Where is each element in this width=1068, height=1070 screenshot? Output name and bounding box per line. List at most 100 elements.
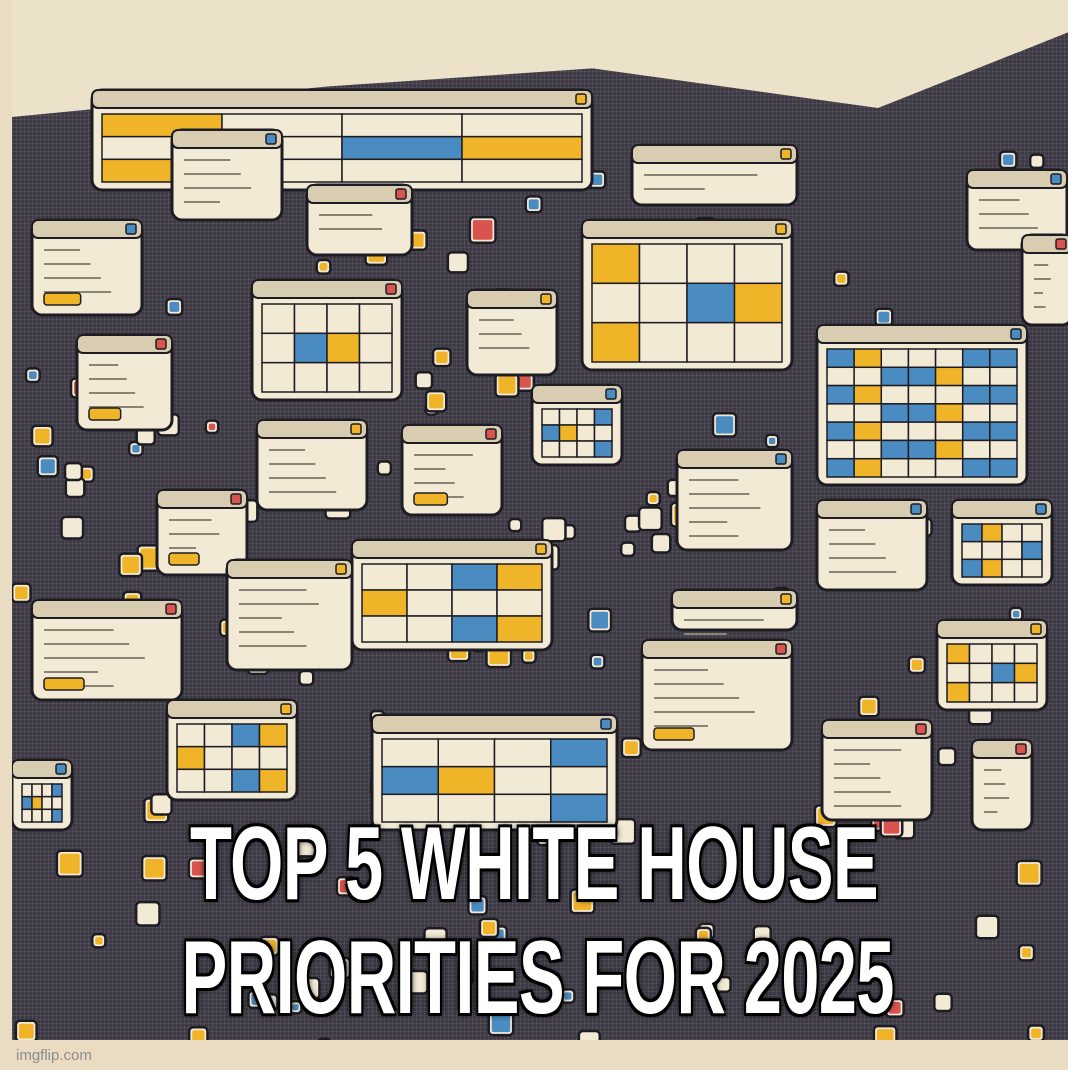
icon-chip	[291, 831, 319, 858]
app-window	[640, 638, 794, 752]
icon-chip	[315, 258, 332, 275]
icon-chip	[298, 669, 315, 687]
icon-chip	[12, 582, 32, 604]
icon-chip	[424, 389, 448, 413]
icon-chip	[752, 924, 772, 945]
icon-chip	[524, 195, 543, 214]
app-window	[950, 498, 1054, 587]
app-window	[370, 713, 619, 832]
app-window	[935, 618, 1049, 712]
icon-chip	[24, 367, 41, 384]
icon-chip	[204, 419, 220, 435]
icon-chip	[619, 541, 636, 558]
icon-chip	[937, 746, 957, 767]
app-window	[155, 488, 249, 577]
icon-chip	[514, 371, 536, 392]
app-window	[255, 418, 369, 512]
app-window	[670, 588, 799, 635]
icon-chip	[714, 975, 732, 993]
icon-chip	[468, 215, 497, 245]
icon-chip	[467, 894, 488, 916]
icon-chip	[423, 926, 448, 952]
app-window	[530, 383, 624, 467]
app-window	[170, 128, 284, 222]
icon-chip	[30, 424, 54, 448]
app-window	[165, 698, 299, 802]
icon-chip	[872, 1024, 898, 1040]
icon-chip	[403, 969, 429, 995]
icon-chip	[134, 900, 161, 927]
icon-chip	[1026, 1024, 1046, 1040]
icon-chip	[1008, 606, 1024, 622]
icon-chip	[187, 1025, 209, 1040]
imgflip-watermark: imgflip.com	[16, 1047, 92, 1064]
icon-chip	[637, 506, 663, 532]
app-window	[305, 183, 414, 257]
icon-chip	[933, 992, 953, 1013]
icon-chip	[589, 653, 606, 670]
icon-chip	[297, 976, 321, 1001]
icon-chip	[55, 849, 85, 878]
icon-chip	[478, 917, 500, 939]
app-window	[815, 498, 929, 592]
app-window	[1020, 233, 1068, 327]
icon-chip	[328, 956, 352, 980]
icon-chip	[645, 490, 662, 507]
icon-chip	[487, 1009, 515, 1037]
icon-chip	[541, 516, 567, 543]
icon-chip	[14, 1019, 38, 1040]
icon-chip	[140, 854, 168, 882]
icon-chip	[60, 515, 85, 540]
icon-chip	[258, 935, 281, 957]
icon-chip	[118, 552, 144, 578]
icon-chip	[832, 270, 850, 288]
icon-chip	[998, 150, 1018, 170]
icon-chip	[431, 347, 452, 368]
icon-chip	[1017, 943, 1036, 962]
app-window	[970, 738, 1034, 832]
app-window	[965, 168, 1068, 252]
app-window	[675, 448, 794, 552]
app-window	[250, 278, 404, 402]
icon-chip	[694, 926, 713, 945]
app-window	[580, 218, 794, 372]
icon-chip	[577, 1029, 602, 1040]
app-window	[630, 143, 799, 207]
icon-chip	[376, 460, 393, 476]
icon-chip	[650, 532, 672, 554]
icon-chip	[1028, 153, 1045, 170]
meme-caption: TOP 5 WHITE HOUSE PRIORITIES FOR 2025	[181, 0, 895, 1070]
app-window	[820, 718, 934, 822]
icon-chip	[414, 370, 434, 390]
app-window	[350, 538, 554, 652]
icon-chip	[165, 297, 184, 317]
app-window	[400, 423, 504, 517]
icon-chip	[974, 914, 1000, 940]
icon-chip	[457, 968, 475, 985]
app-window	[30, 598, 184, 702]
icon-chip	[494, 372, 520, 398]
icon-chip	[857, 695, 880, 718]
icon-chip	[507, 517, 523, 533]
icon-chip	[63, 461, 84, 482]
icon-chip	[884, 997, 905, 1018]
icon-chip	[559, 988, 576, 1004]
app-window	[75, 333, 174, 432]
icon-chip	[187, 857, 211, 880]
icon-chip	[446, 251, 470, 274]
app-window	[12, 758, 74, 832]
icon-chip	[317, 1037, 331, 1040]
app-window	[30, 218, 144, 317]
icon-chip	[36, 454, 60, 478]
icon-chip	[620, 736, 643, 759]
icon-chip	[1015, 859, 1043, 888]
window-collage	[12, 88, 1068, 1040]
caption-line-1: TOP 5 WHITE HOUSE	[189, 806, 879, 922]
app-window	[225, 558, 354, 672]
icon-chip	[587, 607, 613, 633]
app-window	[815, 323, 1029, 487]
caption-line-2: PRIORITIES FOR 2025	[181, 920, 895, 1036]
icon-chip	[569, 888, 596, 915]
icon-chip	[335, 875, 357, 897]
icon-chip	[907, 655, 927, 675]
